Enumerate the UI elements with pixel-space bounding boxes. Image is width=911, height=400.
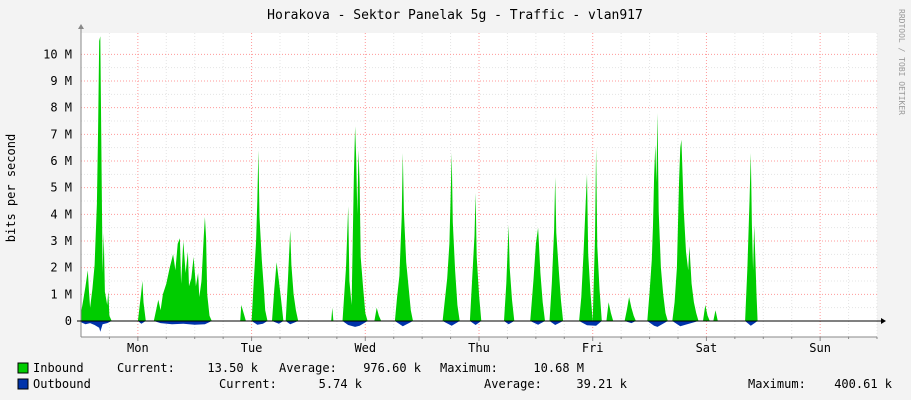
legend-inbound-current-label: Current: xyxy=(117,361,175,375)
legend-outbound-current-label: Current: xyxy=(219,377,277,391)
legend-swatch-outbound xyxy=(17,378,29,390)
legend-outbound-average-value: 39.21 k xyxy=(576,377,627,391)
y-tick-label: 1 M xyxy=(50,287,72,301)
y-tick-label: 10 M xyxy=(43,47,72,61)
legend-outbound-maximum-value: 400.61 k xyxy=(834,377,893,391)
y-tick-label: 8 M xyxy=(50,101,72,115)
y-tick-label: 6 M xyxy=(50,154,72,168)
legend-inbound-maximum-label: Maximum: xyxy=(440,361,498,375)
legend-inbound-current-value: 13.50 k xyxy=(207,361,258,375)
y-tick-labels: 0 1 M 2 M 3 M 4 M 5 M 6 M 7 M 8 M 9 M 10 M xyxy=(43,47,72,328)
legend-inbound-average-value: 976.60 k xyxy=(363,361,422,375)
y-tick-label: 9 M xyxy=(50,74,72,88)
y-tick-label: 7 M xyxy=(50,127,72,141)
legend-inbound-average-label: Average: xyxy=(279,361,337,375)
plot-area xyxy=(81,33,877,337)
x-tick-label: Fri xyxy=(582,341,604,355)
series-areas xyxy=(81,36,764,332)
grid-lines xyxy=(81,33,878,337)
legend-inbound-name: Inbound xyxy=(33,361,84,375)
legend-outbound-name: Outbound xyxy=(33,377,91,391)
legend-outbound-average-label: Average: xyxy=(484,377,542,391)
x-axis-arrow xyxy=(881,318,886,324)
axes xyxy=(77,24,886,341)
y-tick-label: 2 M xyxy=(50,261,72,275)
x-tick-label: Sun xyxy=(809,341,831,355)
legend-outbound-maximum-label: Maximum: xyxy=(748,377,806,391)
watermark-text: RRDTOOL / TOBI OETIKER xyxy=(897,9,906,115)
y-tick-label: 0 xyxy=(65,314,72,328)
x-tick-label: Mon xyxy=(127,341,149,355)
y-axis-label: bits per second xyxy=(4,134,18,242)
series-area-outbound xyxy=(81,321,764,332)
y-axis-arrow xyxy=(78,24,84,29)
x-tick-labels: Mon Tue Wed Thu Fri Sat Sun xyxy=(127,341,831,355)
x-tick-label: Tue xyxy=(241,341,263,355)
y-tick-label: 5 M xyxy=(50,181,72,195)
y-tick-label: 4 M xyxy=(50,207,72,221)
x-tick-label: Sat xyxy=(696,341,718,355)
x-tick-label: Wed xyxy=(354,341,376,355)
chart-title: Horakova - Sektor Panelak 5g - Traffic -… xyxy=(267,8,643,23)
y-tick-label: 3 M xyxy=(50,234,72,248)
legend-inbound-maximum-value: 10.68 M xyxy=(533,361,584,375)
legend-swatch-inbound xyxy=(17,362,29,374)
x-tick-label: Thu xyxy=(468,341,490,355)
legend-outbound-current-value: 5.74 k xyxy=(319,377,363,391)
legend: Inbound Current: 13.50 k Average: 976.60… xyxy=(17,361,893,391)
